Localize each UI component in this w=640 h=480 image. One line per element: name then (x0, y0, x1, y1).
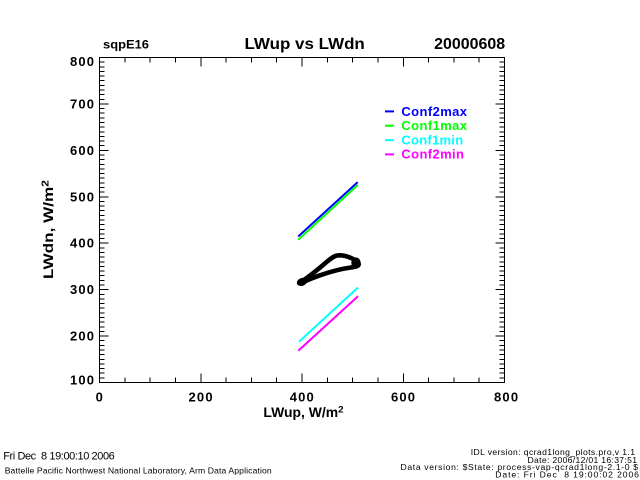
svg-text:200: 200 (189, 390, 214, 405)
svg-text:Date: Fri Dec 8 19:00:02 2006: Date: Fri Dec 8 19:00:02 2006 (495, 469, 639, 479)
svg-text:Conf2max: Conf2max (401, 104, 467, 119)
svg-text:20000608: 20000608 (434, 36, 505, 53)
svg-text:Conf1min: Conf1min (401, 132, 463, 147)
svg-text:300: 300 (70, 282, 95, 297)
svg-text:Conf2min: Conf2min (401, 146, 464, 161)
svg-text:Data version: $State: process-: Data version: $State: process-vap-qcrad1… (401, 462, 639, 472)
svg-text:Date: 2006/12/01 16:37:51: Date: 2006/12/01 16:37:51 (528, 455, 638, 465)
svg-text:LWup, W/m2: LWup, W/m 2 (263, 405, 343, 421)
svg-text:400: 400 (290, 390, 315, 405)
svg-text:LWdn, W/m2: LWdn, W/m2 (40, 179, 56, 279)
svg-text:700: 700 (70, 96, 95, 111)
svg-text:IDL version: qcrad1long_plots.: IDL version: qcrad1long_plots.pro,v 1.1 (471, 447, 636, 457)
svg-text:600: 600 (391, 390, 416, 405)
svg-text:0: 0 (96, 390, 104, 405)
svg-text:Fri Dec 8 19:00:10 2006: Fri Dec 8 19:00:10 2006 (3, 451, 115, 463)
svg-text:Battelle Pacific Northwest Nat: Battelle Pacific Northwest National Labo… (5, 465, 272, 475)
svg-text:100: 100 (70, 373, 95, 388)
svg-text:800: 800 (70, 54, 95, 69)
svg-text:400: 400 (70, 236, 95, 251)
svg-text:800: 800 (494, 390, 519, 405)
svg-text:200: 200 (70, 329, 95, 344)
svg-text:Conf1max: Conf1max (401, 118, 467, 133)
svg-text:sqpE16: sqpE16 (103, 38, 149, 52)
svg-text:600: 600 (70, 143, 95, 158)
svg-text:LWup vs LWdn: LWup vs LWdn (245, 36, 365, 53)
svg-text:500: 500 (70, 189, 95, 204)
